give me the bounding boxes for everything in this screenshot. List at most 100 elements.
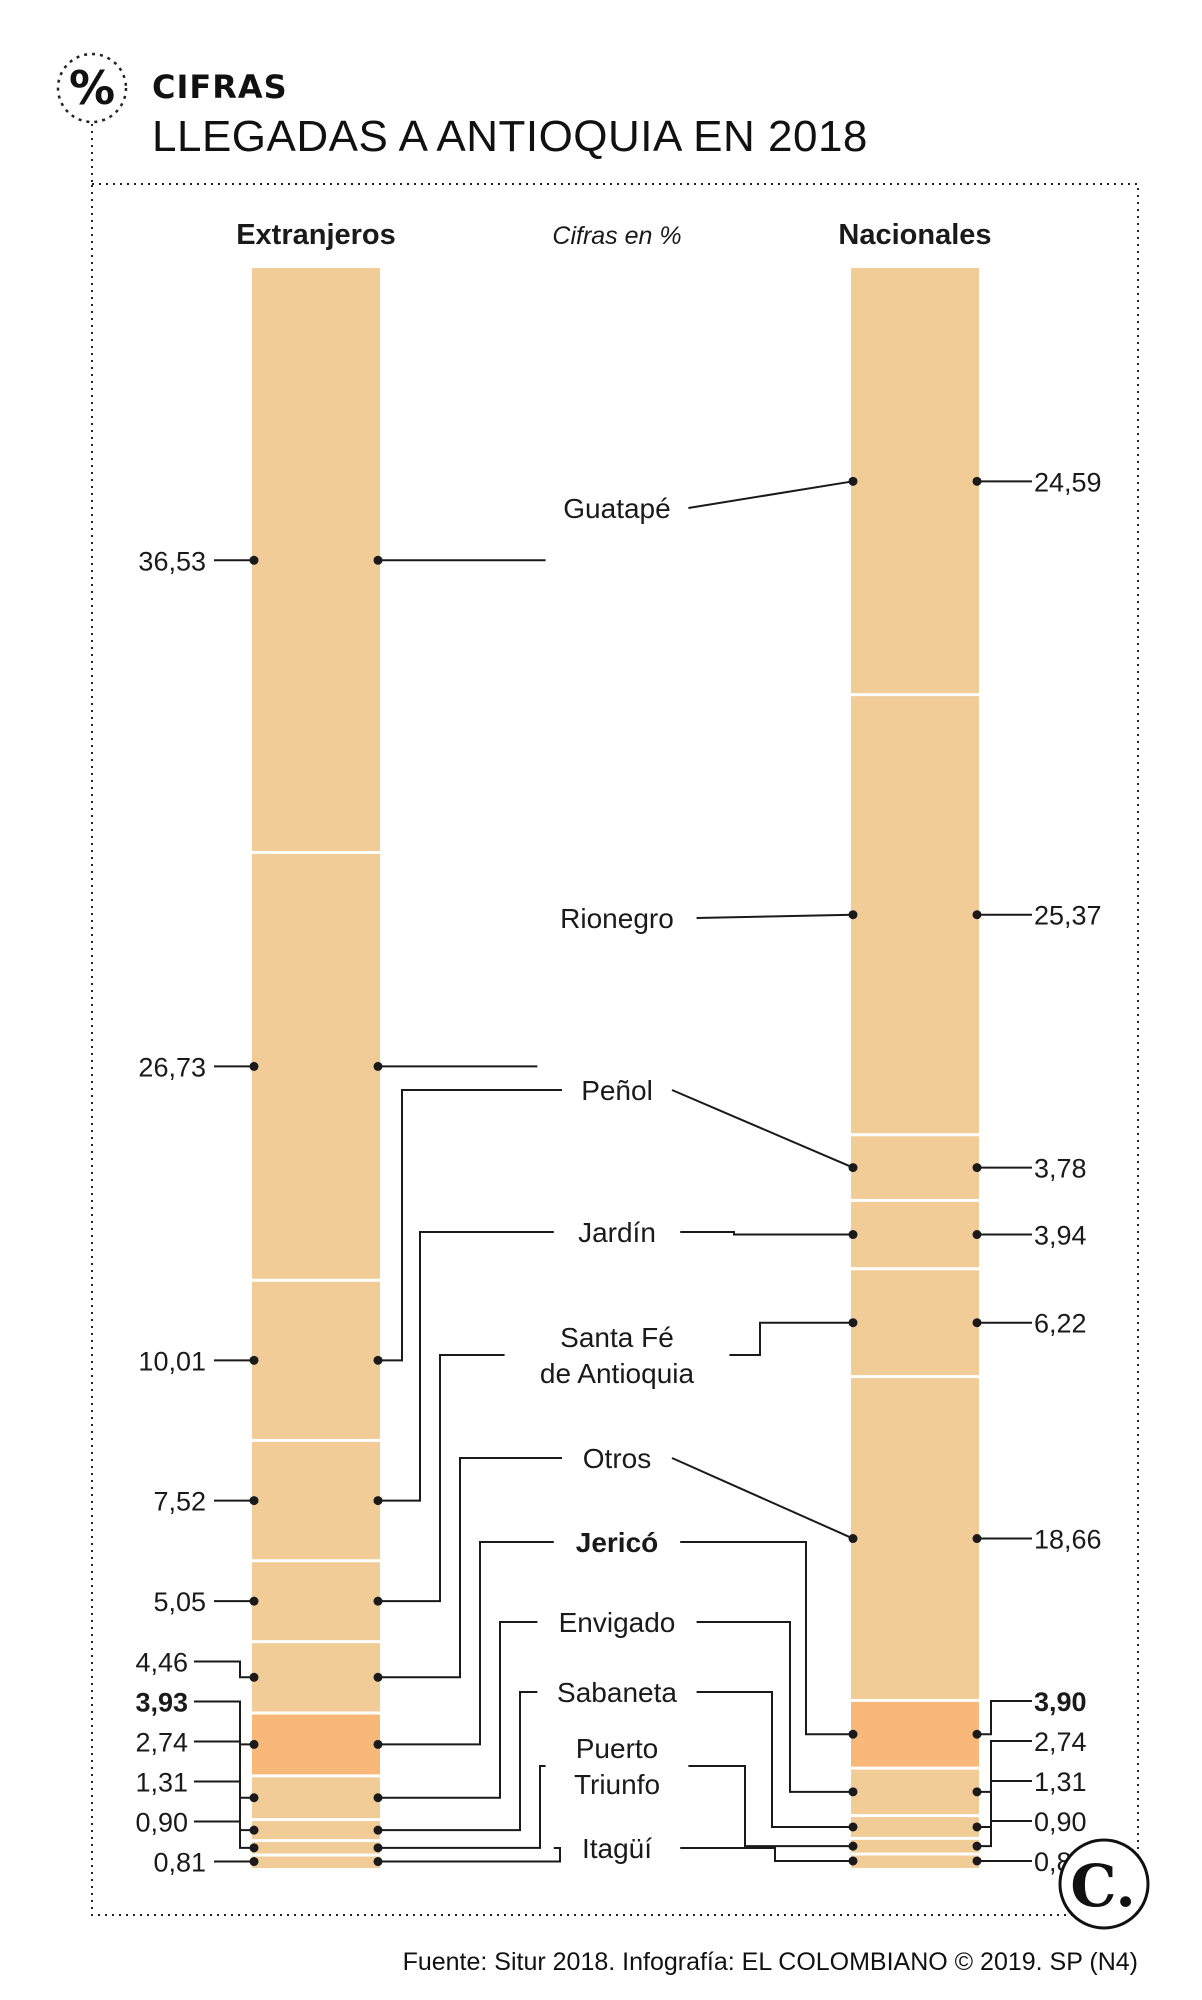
ext-dot-right-10 xyxy=(373,1857,383,1867)
nat-connector-1 xyxy=(696,913,854,919)
bar-segment-0-6 xyxy=(252,1712,380,1776)
bars-layer xyxy=(252,268,979,1868)
bar-segment-1-8 xyxy=(851,1815,979,1839)
nat-connector-7 xyxy=(696,1621,853,1793)
ext-dot-left-5 xyxy=(249,1672,259,1682)
category-label-0: Guatapé xyxy=(563,493,670,524)
nat-value-5: 18,66 xyxy=(1034,1525,1102,1555)
nat-value-2: 3,78 xyxy=(1034,1154,1087,1184)
percent-badge-symbol: % xyxy=(69,61,115,115)
ext-dot-right-9 xyxy=(373,1843,383,1853)
bar-segment-1-3 xyxy=(851,1200,979,1269)
nat-dot-right-10 xyxy=(972,1856,982,1866)
ext-value-3: 7,52 xyxy=(153,1487,206,1517)
ext-value-6: 3,93 xyxy=(135,1688,188,1718)
nat-dot-right-1 xyxy=(972,910,982,920)
frame-border xyxy=(91,183,1139,1916)
nat-dot-right-5 xyxy=(972,1534,982,1544)
ext-dot-left-1 xyxy=(249,1061,259,1071)
nat-value-leader-6 xyxy=(977,1699,1032,1736)
ext-dot-right-5 xyxy=(373,1672,383,1682)
nat-connector-8 xyxy=(696,1691,853,1828)
ext-value-8: 1,31 xyxy=(135,1768,188,1798)
category-label-2: Peñol xyxy=(581,1075,653,1106)
nat-dot-right-0 xyxy=(972,476,982,486)
ext-dot-right-2 xyxy=(373,1355,383,1365)
nat-value-8: 1,31 xyxy=(1034,1767,1087,1797)
bar-segment-1-9 xyxy=(851,1838,979,1854)
category-label-5: Otros xyxy=(583,1443,651,1474)
category-label-8: Sabaneta xyxy=(557,1677,677,1708)
ext-dot-right-4 xyxy=(373,1596,383,1606)
bar-segment-1-10 xyxy=(851,1853,979,1868)
bar-segment-0-2 xyxy=(252,1280,380,1441)
category-label-4-line-1: de Antioquia xyxy=(540,1358,695,1389)
ext-dot-left-9 xyxy=(249,1843,259,1853)
el-colombiano-logo-letter: C. xyxy=(1070,1852,1135,1920)
ext-connector-7 xyxy=(378,1621,538,1799)
ext-value-5: 4,46 xyxy=(135,1648,188,1678)
source-credit: Fuente: Situr 2018. Infografía: EL COLOM… xyxy=(402,1948,1138,1976)
bar-segment-1-1 xyxy=(851,694,979,1135)
ext-value-2: 10,01 xyxy=(138,1346,206,1376)
nat-dot-right-8 xyxy=(972,1822,982,1832)
nat-dot-left-3 xyxy=(848,1230,858,1240)
category-label-7: Envigado xyxy=(559,1607,676,1638)
ext-dot-right-7 xyxy=(373,1793,383,1803)
ext-value-leader-6 xyxy=(194,1700,254,1746)
ext-value-leader-9 xyxy=(194,1820,254,1849)
ext-connector-8 xyxy=(378,1691,538,1832)
ext-connector-2 xyxy=(378,1089,562,1362)
bar-segment-0-4 xyxy=(252,1560,380,1642)
nat-value-leader-9 xyxy=(977,1819,1032,1848)
ext-connector-10 xyxy=(378,1847,561,1863)
bar-segment-0-3 xyxy=(252,1440,380,1561)
nat-value-6: 3,90 xyxy=(1034,1687,1087,1717)
nat-dot-left-10 xyxy=(848,1856,858,1866)
connector-lines xyxy=(194,476,1032,1867)
nat-dot-right-7 xyxy=(972,1787,982,1797)
ext-value-leader-8 xyxy=(194,1780,254,1832)
ext-dot-left-4 xyxy=(249,1596,259,1606)
category-label-9-line-0: Puerto xyxy=(576,1733,659,1764)
nat-dot-left-5 xyxy=(848,1534,858,1544)
bar-segment-0-10 xyxy=(252,1855,380,1868)
nat-connector-9 xyxy=(688,1765,853,1848)
ext-connector-5 xyxy=(378,1457,562,1679)
ext-value-0: 36,53 xyxy=(138,546,206,576)
chart-subtitle: Cifras en % xyxy=(552,222,681,250)
ext-connector-4 xyxy=(378,1354,505,1603)
bar-segment-1-4 xyxy=(851,1268,979,1377)
ext-dot-left-0 xyxy=(249,555,259,565)
section-label: CIFRAS xyxy=(152,68,288,106)
nat-connector-5 xyxy=(671,1457,854,1540)
nat-dot-right-4 xyxy=(972,1318,982,1328)
ext-connector-9 xyxy=(378,1765,546,1849)
ext-value-9: 0,90 xyxy=(135,1808,188,1838)
chart-title: LLEGADAS A ANTIOQUIA EN 2018 xyxy=(152,112,868,161)
nat-connector-6 xyxy=(680,1541,853,1736)
bar-segment-0-9 xyxy=(252,1840,380,1856)
nat-dot-left-0 xyxy=(848,476,858,486)
nat-connector-4 xyxy=(729,1321,853,1356)
nat-value-leader-8 xyxy=(977,1779,1032,1828)
category-label-1: Rionegro xyxy=(560,903,674,934)
nat-dot-left-9 xyxy=(848,1841,858,1851)
ext-connector-6 xyxy=(378,1541,554,1746)
nat-connector-3 xyxy=(680,1231,853,1236)
ext-value-7: 2,74 xyxy=(135,1728,188,1758)
bar-segment-0-1 xyxy=(252,852,380,1281)
category-label-3: Jardín xyxy=(578,1217,656,1248)
ext-dot-right-1 xyxy=(373,1061,383,1071)
nat-dot-right-2 xyxy=(972,1163,982,1173)
el-colombiano-logo-icon xyxy=(1058,1838,1150,1930)
bar-segment-1-2 xyxy=(851,1134,979,1201)
bar-segment-1-6 xyxy=(851,1700,979,1769)
ext-value-4: 5,05 xyxy=(153,1587,206,1617)
series-name-1: Nacionales xyxy=(838,219,991,251)
ext-value-1: 26,73 xyxy=(138,1052,206,1082)
ext-dot-left-10 xyxy=(249,1857,259,1867)
bar-segment-1-7 xyxy=(851,1768,979,1816)
ext-dot-right-3 xyxy=(373,1496,383,1506)
